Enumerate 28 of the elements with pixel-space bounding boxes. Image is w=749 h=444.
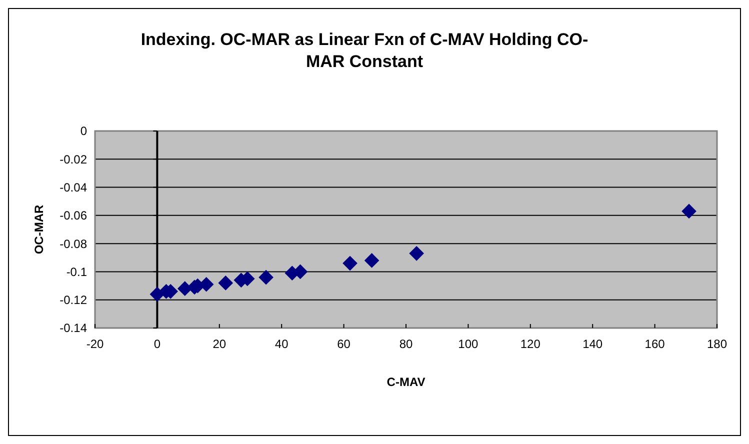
x-tick-label: 20 [212,337,226,351]
point [364,253,380,268]
x-tick-label: 80 [399,337,413,351]
x-tick-label: 100 [458,337,479,351]
y-tick-label: -0.08 [60,236,88,251]
y-axis-title: OC-MAR [32,204,46,254]
y-tick-label: -0.02 [60,152,88,166]
x-tick-label: 160 [644,337,666,351]
x-tick-label: 60 [337,337,351,351]
x-tick-label: -20 [86,337,104,351]
x-tick-label: 180 [706,337,728,351]
y-tick-label: -0.04 [60,180,88,194]
point [258,270,274,285]
y-tick-label: -0.1 [66,264,88,279]
x-tick-label: 0 [154,337,161,351]
y-tick-label: -0.12 [60,293,88,308]
x-tick-label: 140 [582,337,603,351]
x-tick-label: 40 [274,337,289,351]
point [682,204,696,219]
y-tick-label: -0.14 [60,321,88,336]
chart-title: Indexing. OC-MAR as Linear Fxn of C-MAV Holding CO-MAR Constant [140,30,588,71]
y-tick-label: 0 [80,124,88,138]
x-axis-title: C-MAV [386,375,426,389]
point [409,246,424,261]
y-tick-label: -0.06 [60,208,88,223]
x-tick-label: 120 [520,337,541,351]
point [342,256,358,271]
point [218,276,234,290]
